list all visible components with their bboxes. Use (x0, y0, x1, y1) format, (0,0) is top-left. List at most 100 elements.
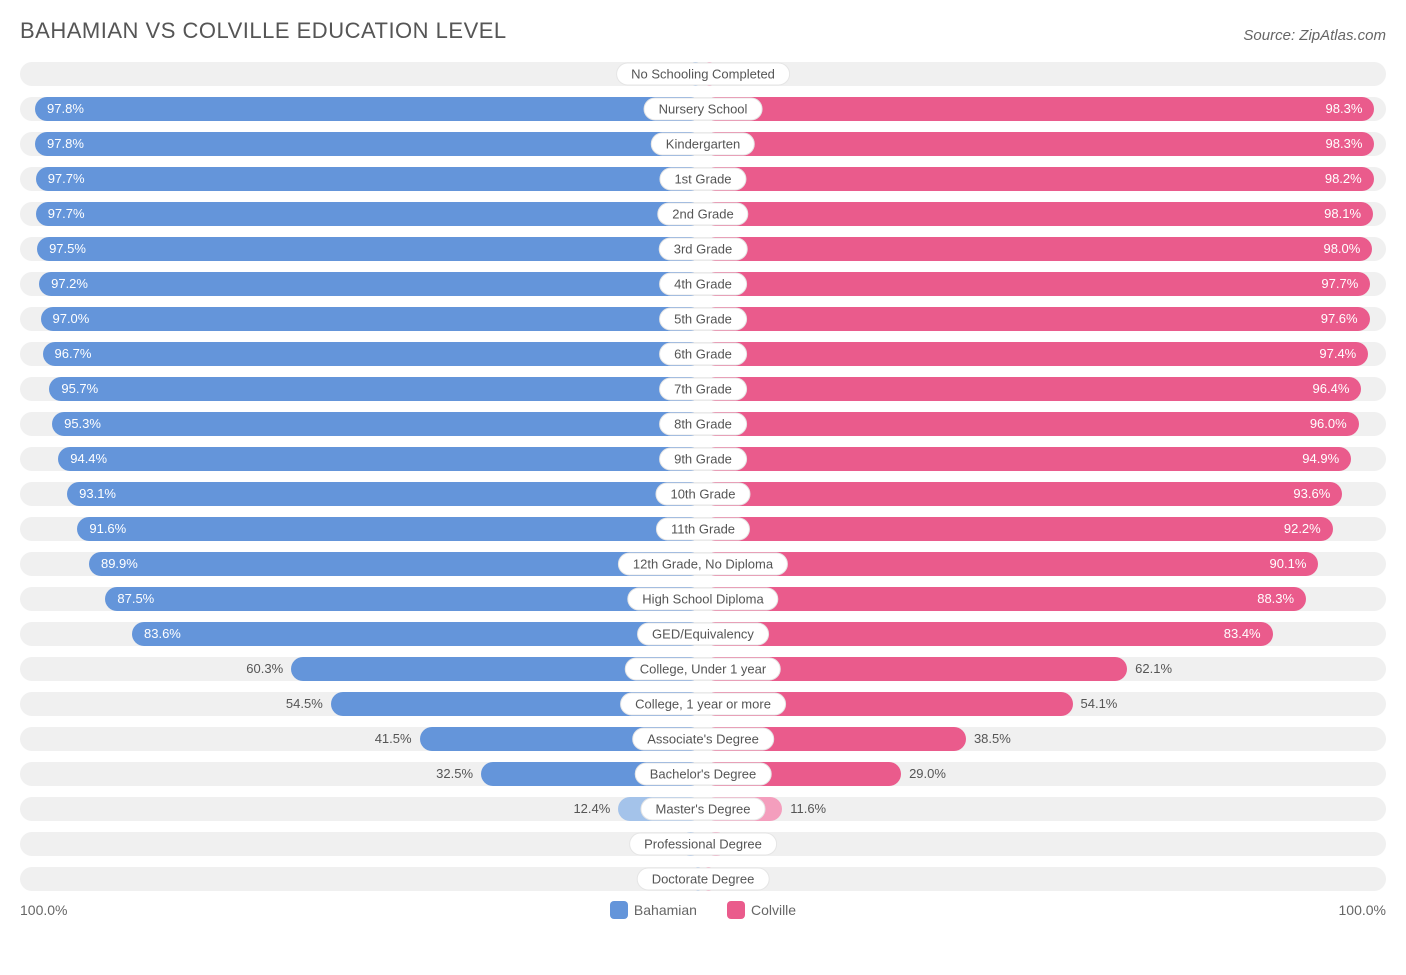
value-left: 91.6% (77, 517, 126, 541)
row-right-half: 98.2% (703, 167, 1386, 191)
bar-right (703, 272, 1370, 296)
value-left: 97.8% (35, 97, 84, 121)
row-right-half: 1.9% (703, 62, 1386, 86)
bar-left (58, 447, 703, 471)
bar-right (703, 517, 1333, 541)
category-label: 10th Grade (655, 483, 750, 506)
value-right: 98.1% (1324, 202, 1373, 226)
chart-row: 97.7% 98.2%1st Grade (20, 167, 1386, 191)
value-left: 60.3% (246, 657, 291, 681)
value-right: 90.1% (1270, 552, 1319, 576)
chart-row: 97.0%97.6%5th Grade (20, 307, 1386, 331)
chart-row: 97.5%98.0%3rd Grade (20, 237, 1386, 261)
value-right: 96.0% (1310, 412, 1359, 436)
row-left-half: 54.5% (20, 692, 703, 716)
chart-row: 32.5%29.0%Bachelor's Degree (20, 762, 1386, 786)
chart-row: 12.4% 11.6% Master's Degree (20, 797, 1386, 821)
chart-row: 94.4%94.9%9th Grade (20, 447, 1386, 471)
category-label: High School Diploma (627, 588, 778, 611)
row-left-half: 97.7% (20, 167, 703, 191)
category-label: 6th Grade (659, 343, 747, 366)
bar-right (703, 552, 1318, 576)
bar-right (703, 587, 1306, 611)
chart-row: 3.7%3.8%Professional Degree (20, 832, 1386, 856)
category-label: Master's Degree (641, 798, 766, 821)
value-left: 97.7% (36, 167, 85, 191)
value-right: 38.5% (966, 727, 1011, 751)
row-right-half: 62.1% (703, 657, 1386, 681)
chart-row: 96.7%97.4%6th Grade (20, 342, 1386, 366)
category-label: 2nd Grade (657, 203, 748, 226)
row-left-half: 83.6% (20, 622, 703, 646)
value-left: 54.5% (286, 692, 331, 716)
value-left: 97.8% (35, 132, 84, 156)
category-label: 7th Grade (659, 378, 747, 401)
bar-left (41, 307, 704, 331)
bar-left (67, 482, 703, 506)
bar-left (35, 132, 703, 156)
value-right: 96.4% (1313, 377, 1362, 401)
row-right-half: 97.4% (703, 342, 1386, 366)
value-left: 41.5% (375, 727, 420, 751)
value-right: 97.7% (1321, 272, 1370, 296)
row-right-half: 93.6% (703, 482, 1386, 506)
chart-title: BAHAMIAN VS COLVILLE EDUCATION LEVEL (20, 18, 507, 44)
category-label: College, 1 year or more (620, 693, 786, 716)
row-left-half: 93.1% (20, 482, 703, 506)
value-right: 92.2% (1284, 517, 1333, 541)
row-right-half: 97.7% (703, 272, 1386, 296)
value-right: 62.1% (1127, 657, 1172, 681)
row-left-half: 97.5% (20, 237, 703, 261)
value-left: 83.6% (132, 622, 181, 646)
value-left: 32.5% (436, 762, 481, 786)
chart-row: 87.5% 88.3% High School Diploma (20, 587, 1386, 611)
bar-right (703, 342, 1368, 366)
value-right: 11.6% (782, 797, 826, 821)
value-right: 98.3% (1326, 97, 1375, 121)
row-left-half: 32.5% (20, 762, 703, 786)
row-left-half: 12.4% (20, 797, 703, 821)
chart-row: 97.2% 97.7% 4th Grade (20, 272, 1386, 296)
value-right: 29.0% (901, 762, 946, 786)
row-right-half: 94.9% (703, 447, 1386, 471)
row-left-half: 97.7% (20, 202, 703, 226)
bar-left (36, 167, 703, 191)
row-right-half: 98.0% (703, 237, 1386, 261)
row-left-half: 91.6% (20, 517, 703, 541)
row-left-half: 95.7% (20, 377, 703, 401)
value-left: 97.0% (40, 307, 89, 331)
chart-row: 83.6%83.4%GED/Equivalency (20, 622, 1386, 646)
category-label: 1st Grade (659, 168, 746, 191)
row-right-half: 88.3% (703, 587, 1386, 611)
row-right-half: 96.0% (703, 412, 1386, 436)
bar-left (77, 517, 703, 541)
category-label: 4th Grade (659, 273, 747, 296)
category-label: 5th Grade (659, 308, 747, 331)
value-left: 97.2% (39, 272, 88, 296)
category-label: 11th Grade (656, 518, 750, 541)
row-right-half: 90.1% (703, 552, 1386, 576)
chart-source: Source: ZipAtlas.com (1243, 27, 1386, 44)
bar-right (703, 447, 1351, 471)
row-left-half: 87.5% (20, 587, 703, 611)
bar-left (39, 272, 703, 296)
row-left-half: 96.7% (20, 342, 703, 366)
bar-left (89, 552, 703, 576)
row-left-half: 97.0% (20, 307, 703, 331)
value-right: 88.3% (1257, 587, 1306, 611)
value-right: 93.6% (1293, 482, 1342, 506)
chart-rows: 2.2%1.9%No Schooling Completed97.8%98.3%… (20, 62, 1386, 891)
bar-right (703, 132, 1374, 156)
bar-right (703, 202, 1373, 226)
value-left: 95.7% (49, 377, 98, 401)
value-left: 87.5% (105, 587, 154, 611)
value-right: 94.9% (1302, 447, 1351, 471)
axis-max-left: 100.0% (20, 902, 67, 918)
category-label: 3rd Grade (659, 238, 748, 261)
row-right-half: 11.6% (703, 797, 1386, 821)
row-left-half: 1.5% (20, 867, 703, 891)
chart-row: 95.7% 96.4% 7th Grade (20, 377, 1386, 401)
legend-swatch-right (727, 901, 745, 919)
bar-left (35, 97, 703, 121)
chart-legend: Bahamian Colville (610, 901, 796, 919)
